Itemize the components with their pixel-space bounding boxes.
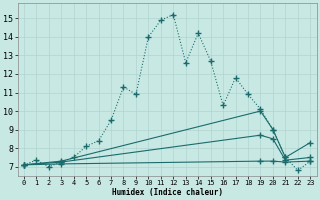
X-axis label: Humidex (Indice chaleur): Humidex (Indice chaleur)	[112, 188, 223, 197]
